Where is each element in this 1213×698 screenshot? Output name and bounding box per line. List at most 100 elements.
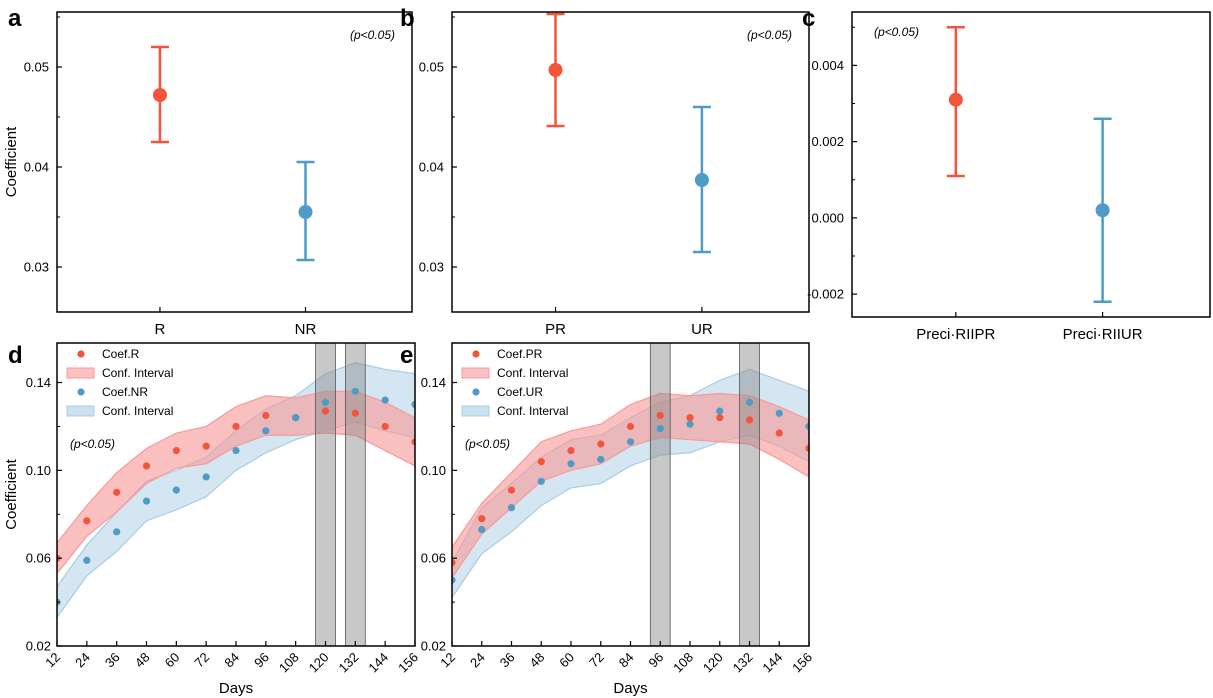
- y-axis-title: Coefficient: [3, 126, 20, 197]
- errorbar-second: [692, 105, 711, 254]
- y-tick-label: 0.02: [421, 639, 446, 654]
- data-point-red: [232, 422, 240, 431]
- y-tick-label: 0.05: [24, 60, 49, 75]
- data-point-red: [202, 442, 210, 450]
- legend-band-blue-swatch: [461, 405, 490, 417]
- data-point-red: [686, 414, 694, 422]
- x-tick-label: 132: [730, 650, 756, 676]
- significance-note: (p<0.05): [350, 28, 395, 42]
- x-tick-label: 156: [395, 650, 421, 676]
- y-tick-label: 0.14: [421, 375, 446, 390]
- data-point-red: [716, 414, 724, 422]
- data-point-red: [262, 411, 270, 420]
- y-tick-label: 0.03: [419, 260, 444, 275]
- x-tick-label: 84: [616, 650, 637, 671]
- data-point-blue: [292, 414, 300, 422]
- legend-band-blue-label: Conf. Interval: [497, 404, 568, 418]
- y-tick-label: -0.002: [807, 287, 844, 302]
- x-tick-label: 24: [72, 650, 93, 671]
- y-tick-label: 0.02: [26, 639, 51, 654]
- legend-coef-blue-marker: [472, 388, 480, 396]
- significance-note: (p<0.05): [747, 28, 792, 42]
- panel-a: 0.03 0.04 0.05 R NR (p<0.05) Coefficient a: [3, 5, 413, 338]
- legend-band-blue-swatch: [66, 405, 95, 417]
- data-point-red: [321, 407, 330, 415]
- errorbar-first: [150, 45, 169, 144]
- x-tick-label: 60: [162, 650, 183, 671]
- x-tick-label: NR: [295, 321, 317, 338]
- panel-c: -0.002 0.000 0.002 0.004 Preci·RIIPR Preci·RI…: [802, 5, 1211, 343]
- y-tick-label: 0.000: [811, 210, 844, 225]
- x-tick-label: 36: [102, 650, 123, 671]
- y-tick-label: 0.04: [419, 160, 444, 175]
- data-point-blue: [172, 486, 180, 494]
- legend-coef-red-marker: [77, 350, 85, 358]
- coefficient-point: [152, 88, 167, 102]
- data-point-blue: [83, 556, 91, 564]
- data-point-red: [172, 446, 180, 455]
- legend-coef-red-marker: [472, 350, 480, 358]
- x-tick-label: Preci·RIIPR: [916, 326, 995, 343]
- errorbar-first: [946, 26, 965, 178]
- x-tick-label: R: [155, 321, 166, 338]
- y-tick-label: 0.03: [24, 260, 49, 275]
- legend-band-red-swatch: [461, 367, 490, 379]
- x-tick-label: 36: [497, 650, 518, 671]
- legend-coef-blue-marker: [77, 388, 85, 396]
- panel-letter: d: [8, 342, 23, 369]
- data-point-blue: [381, 396, 389, 404]
- data-point-red: [83, 517, 91, 525]
- data-point-blue: [452, 576, 456, 584]
- plot-frame: [451, 11, 810, 313]
- data-point-red: [775, 429, 783, 437]
- legend-coef-red-label: Coef.PR: [497, 347, 543, 361]
- significance-note: (p<0.05): [70, 437, 115, 451]
- x-tick-label: 96: [646, 650, 667, 671]
- x-tick-label: 48: [527, 650, 548, 671]
- y-axis-title: Coefficient: [3, 458, 20, 529]
- x-tick-label: PR: [545, 321, 566, 338]
- data-point-blue: [656, 425, 664, 433]
- plot-area: [57, 12, 412, 312]
- data-point-red: [478, 515, 486, 523]
- data-point-red: [507, 486, 516, 494]
- x-axis-title: Days: [613, 680, 647, 697]
- y-tick-label: 0.06: [26, 551, 51, 566]
- significance-note: (p<0.05): [465, 437, 510, 451]
- x-tick-label: Preci·RIIUR: [1063, 326, 1143, 343]
- plot-frame: [56, 342, 416, 647]
- legend-band-blue-label: Conf. Interval: [102, 404, 173, 418]
- x-tick-label: 72: [191, 650, 212, 671]
- y-tick-label: 0.002: [811, 134, 844, 149]
- x-tick-label: 144: [365, 650, 391, 676]
- data-point-blue: [202, 473, 210, 481]
- data-point-blue: [716, 407, 724, 415]
- coefficient-point: [1095, 203, 1110, 218]
- y-tick-label: 0.10: [421, 463, 446, 478]
- data-point-blue: [567, 460, 575, 468]
- data-point-red: [381, 422, 389, 431]
- y-tick-label: 0.004: [811, 58, 844, 73]
- x-tick-label: 156: [789, 650, 815, 676]
- legend-coef-blue-label: Coef.UR: [497, 385, 543, 399]
- x-tick-label: 48: [132, 650, 153, 671]
- data-point-red: [597, 440, 605, 448]
- data-point-red: [113, 488, 121, 496]
- data-point-blue: [745, 398, 754, 406]
- significance-note: (p<0.05): [874, 25, 919, 39]
- x-tick-label: 60: [556, 650, 577, 671]
- errorbar-second: [1093, 117, 1112, 303]
- data-point-blue: [478, 526, 486, 534]
- data-point-blue: [232, 446, 240, 455]
- data-point-blue: [686, 420, 694, 428]
- x-tick-label: 108: [670, 650, 696, 676]
- plot-area: [452, 12, 809, 312]
- legend-coef-red-label: Coef.R: [102, 347, 140, 361]
- highlight-period: [739, 343, 760, 646]
- panel-letter: c: [802, 5, 815, 32]
- coefficient-point: [298, 205, 313, 219]
- y-tick-label: 0.04: [24, 160, 49, 175]
